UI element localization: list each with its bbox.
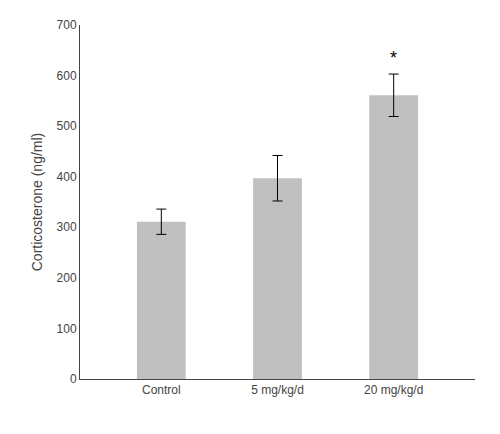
svg-text:500: 500 bbox=[57, 119, 77, 133]
svg-text:Corticosterone (ng/ml): Corticosterone (ng/ml) bbox=[29, 133, 45, 272]
svg-text:20 mg/kg/d: 20 mg/kg/d bbox=[364, 383, 423, 397]
svg-text:0: 0 bbox=[70, 372, 77, 386]
svg-text:100: 100 bbox=[57, 322, 77, 336]
svg-text:700: 700 bbox=[57, 18, 77, 32]
svg-text:Control: Control bbox=[142, 383, 181, 397]
svg-text:400: 400 bbox=[57, 170, 77, 184]
svg-text:*: * bbox=[390, 48, 397, 68]
svg-text:600: 600 bbox=[57, 69, 77, 83]
svg-text:200: 200 bbox=[57, 271, 77, 285]
svg-text:5 mg/kg/d: 5 mg/kg/d bbox=[251, 383, 304, 397]
svg-text:300: 300 bbox=[57, 220, 77, 234]
